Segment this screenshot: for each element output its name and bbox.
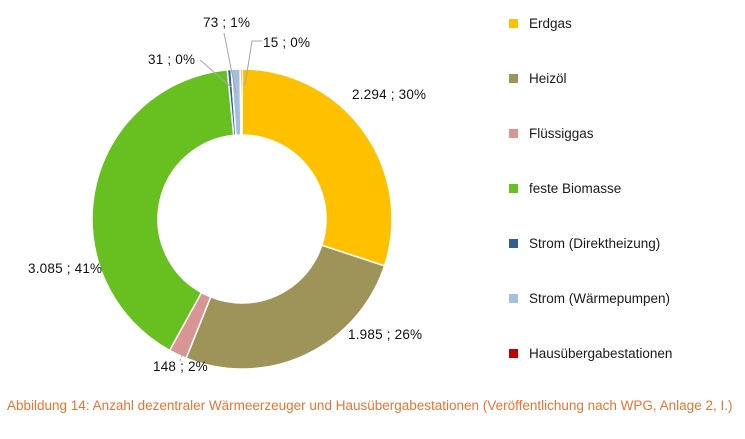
legend-item-waermepumpen: Strom (Wärmepumpen) xyxy=(509,290,672,307)
donut-slice-3 xyxy=(91,68,235,352)
legend-label-heizoel: Heizöl xyxy=(529,71,567,86)
legend-swatch-hausuebergabestationen xyxy=(509,349,518,358)
slice-label-erdgas: 2.294 ; 30% xyxy=(352,87,427,102)
donut-slice-6 xyxy=(239,68,243,136)
leader-line-waermepumpen xyxy=(223,32,237,94)
figure-caption: Abbildung 14: Anzahl dezentraler Wärmeer… xyxy=(7,398,733,413)
legend-swatch-fluessiggas xyxy=(509,129,518,138)
legend-item-heizoel: Heizöl xyxy=(509,70,672,87)
legend-item-hausuebergabestationen: Hausübergabestationen xyxy=(509,345,672,362)
slice-label-hausuebergabestationen: 15 ; 0% xyxy=(263,35,311,50)
leader-line-hausuebergabestationen xyxy=(244,40,262,86)
leader-line-direktheizung xyxy=(199,59,232,88)
legend-swatch-waermepumpen xyxy=(509,294,518,303)
legend-item-erdgas: Erdgas xyxy=(509,15,672,32)
legend-item-fluessiggas: Flüssiggas xyxy=(509,125,672,142)
legend-item-direktheizung: Strom (Direktheizung) xyxy=(509,235,672,252)
donut-slice-0 xyxy=(241,68,393,267)
leader-lines xyxy=(179,32,262,362)
slice-label-waermepumpen: 73 ; 1% xyxy=(203,15,251,30)
legend-item-biomasse: feste Biomasse xyxy=(509,180,672,197)
legend-label-waermepumpen: Strom (Wärmepumpen) xyxy=(529,291,671,306)
slice-label-biomasse: 3.085 ; 41% xyxy=(28,261,103,276)
legend-label-fluessiggas: Flüssiggas xyxy=(529,126,594,141)
legend-swatch-erdgas xyxy=(509,19,518,28)
legend-label-hausuebergabestationen: Hausübergabestationen xyxy=(529,346,673,361)
legend-label-direktheizung: Strom (Direktheizung) xyxy=(529,236,661,251)
legend: Erdgas Heizöl Flüssiggas feste Biomasse … xyxy=(509,15,672,400)
slice-label-fluessiggas: 148 ; 2% xyxy=(153,359,208,374)
legend-swatch-biomasse xyxy=(509,184,518,193)
slice-label-direktheizung: 31 ; 0% xyxy=(148,52,196,67)
legend-swatch-direktheizung xyxy=(509,239,518,248)
slice-label-heizoel: 1.985 ; 26% xyxy=(348,327,423,342)
legend-label-erdgas: Erdgas xyxy=(529,16,572,31)
donut-slices xyxy=(91,68,393,370)
legend-swatch-heizoel xyxy=(509,74,518,83)
legend-label-biomasse: feste Biomasse xyxy=(529,181,622,196)
donut-slice-1 xyxy=(185,244,386,370)
leader-line-fluessiggas xyxy=(179,344,187,362)
